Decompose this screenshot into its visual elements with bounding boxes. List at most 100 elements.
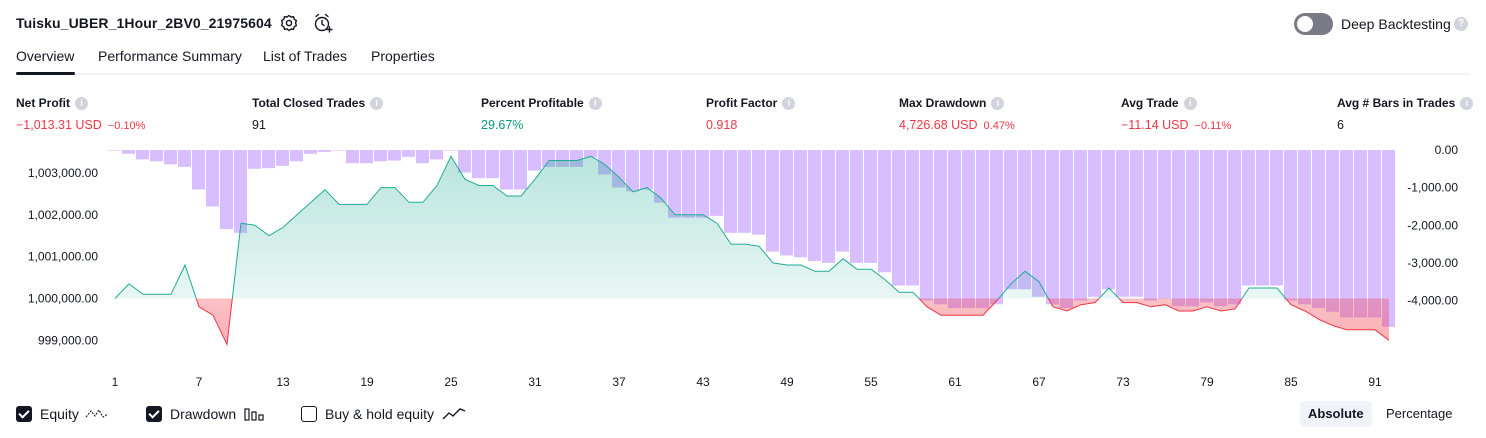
- metric-label: Total Closed Trades: [252, 96, 366, 110]
- equity-line-icon: [85, 408, 109, 418]
- metric-label: Max Drawdown: [899, 96, 987, 110]
- drawdown-bar: [1270, 150, 1283, 286]
- tab-list-of-trades[interactable]: List of Trades: [263, 48, 348, 64]
- metric-value: 0.918: [706, 118, 738, 132]
- drawdown-bar: [346, 150, 359, 164]
- drawdown-bar: [150, 150, 163, 162]
- metric-net-profit: Net Profit i −1,013.31 USD −0.10%: [16, 94, 145, 134]
- equity-checkbox[interactable]: [16, 406, 32, 422]
- metric-percent-profitable: Percent Profitable i 29.67%: [481, 94, 602, 134]
- buy-hold-label: Buy & hold equity: [325, 406, 434, 422]
- x-tick-label: 13: [276, 375, 290, 389]
- drawdown-checkbox[interactable]: [146, 406, 162, 422]
- metric-value: 4,726.68 USD: [899, 118, 978, 132]
- drawdown-bar: [1200, 150, 1213, 303]
- metric-label: Avg # Bars in Trades: [1337, 96, 1456, 110]
- drawdown-bar: [1242, 150, 1255, 286]
- drawdown-bar: [920, 150, 933, 301]
- drawdown-bar: [472, 150, 485, 179]
- add-alert-clock-icon[interactable]: [313, 12, 333, 34]
- metric-avg-trade: Avg Trade i −11.14 USD −0.11%: [1121, 94, 1231, 134]
- x-tick-label: 43: [696, 375, 710, 389]
- drawdown-bar: [360, 150, 373, 164]
- drawdown-bar: [1312, 150, 1325, 309]
- drawdown-bar: [1214, 150, 1227, 307]
- help-icon[interactable]: ?: [1454, 17, 1468, 31]
- drawdown-bar: [1088, 150, 1101, 297]
- deep-backtesting-toggle[interactable]: [1294, 13, 1333, 35]
- drawdown-bar: [892, 150, 905, 286]
- tab-overview[interactable]: Overview: [16, 48, 75, 64]
- drawdown-bar: [710, 150, 723, 216]
- drawdown-bar: [206, 150, 219, 207]
- percentage-button[interactable]: Percentage: [1386, 406, 1453, 421]
- x-tick-label: 19: [360, 375, 374, 389]
- drawdown-bar: [1340, 150, 1353, 318]
- info-icon[interactable]: i: [1183, 97, 1197, 110]
- drawdown-bar: [332, 150, 345, 151]
- metric-percent: −0.11%: [1194, 120, 1232, 132]
- drawdown-bar: [1284, 150, 1297, 301]
- settings-gear-icon[interactable]: [279, 13, 299, 33]
- equity-line-negative: [115, 298, 1390, 347]
- equity-drawdown-chart[interactable]: 999,000.00 1,000,000.00 1,001,000.00 1,002,…: [0, 140, 1486, 392]
- equity-area-positive: [115, 156, 1389, 299]
- legend-drawdown[interactable]: Drawdown: [146, 404, 266, 424]
- drawdown-bar: [374, 150, 387, 162]
- drawdown-bar: [878, 150, 891, 273]
- drawdown-bar: [1186, 150, 1199, 307]
- info-icon[interactable]: i: [75, 97, 88, 110]
- y-right-tick-label: -4,000.00: [1407, 294, 1458, 308]
- equity-line-positive: [114, 155, 1287, 299]
- info-icon[interactable]: i: [991, 97, 1005, 110]
- drawdown-bar: [1032, 150, 1045, 297]
- metric-label: Net Profit: [16, 96, 70, 110]
- toggle-knob: [1297, 16, 1313, 32]
- metric-label: Avg Trade: [1121, 96, 1179, 110]
- drawdown-bar: [1060, 150, 1073, 309]
- info-icon[interactable]: i: [1460, 97, 1474, 110]
- drawdown-bar: [1172, 150, 1185, 307]
- drawdown-bar: [416, 150, 429, 164]
- tab-performance-summary[interactable]: Performance Summary: [98, 48, 242, 64]
- x-tick-label: 55: [864, 375, 878, 389]
- drawdown-bar: [1018, 150, 1031, 290]
- x-tick-label: 7: [196, 375, 203, 389]
- drawdown-bar: [122, 150, 135, 154]
- drawdown-bar: [458, 150, 471, 173]
- absolute-button[interactable]: Absolute: [1300, 401, 1372, 427]
- drawdown-bar: [822, 150, 835, 263]
- drawdown-bar: [976, 150, 989, 309]
- buy-hold-checkbox[interactable]: [301, 406, 317, 422]
- info-icon[interactable]: i: [370, 97, 384, 110]
- deep-backtesting-label: Deep Backtesting: [1341, 16, 1451, 32]
- x-tick-label: 49: [780, 375, 794, 389]
- metric-max-drawdown: Max Drawdown i 4,726.68 USD 0.47%: [899, 94, 1015, 134]
- legend-buy-hold[interactable]: Buy & hold equity: [301, 404, 466, 424]
- drawdown-bar: [220, 150, 233, 229]
- y-left-tick-label: 1,002,000.00: [28, 208, 98, 222]
- y-right-tick-label: -1,000.00: [1407, 181, 1458, 195]
- drawdown-bar: [906, 150, 919, 286]
- drawdown-bar: [290, 150, 303, 162]
- drawdown-bars-icon: [244, 408, 264, 421]
- drawdown-bar: [780, 150, 793, 256]
- drawdown-bar: [1130, 150, 1143, 297]
- y-axis-right: 0.00 -1,000.00 -2,000.00 -3,000.00 -4,000.00: [1407, 143, 1458, 308]
- drawdown-bar: [192, 150, 205, 190]
- drawdown-bar: [1256, 150, 1269, 286]
- drawdown-bar: [1228, 150, 1241, 305]
- tab-properties[interactable]: Properties: [371, 48, 435, 64]
- drawdown-bar: [1004, 150, 1017, 290]
- metric-value: −1,013.31 USD: [16, 118, 102, 132]
- drawdown-bar: [738, 150, 751, 233]
- drawdown-bar: [514, 150, 527, 190]
- equity-label: Equity: [40, 406, 79, 422]
- y-left-tick-label: 1,003,000.00: [28, 166, 98, 180]
- buy-hold-line-icon: [442, 408, 466, 420]
- x-axis: 1 7 13 19 25 31 37 43 49 55 61 67 73 79 85 91: [112, 375, 1382, 389]
- drawdown-bar: [248, 150, 261, 169]
- info-icon[interactable]: i: [588, 97, 602, 110]
- info-icon[interactable]: i: [782, 97, 796, 110]
- legend-equity[interactable]: Equity: [16, 404, 109, 424]
